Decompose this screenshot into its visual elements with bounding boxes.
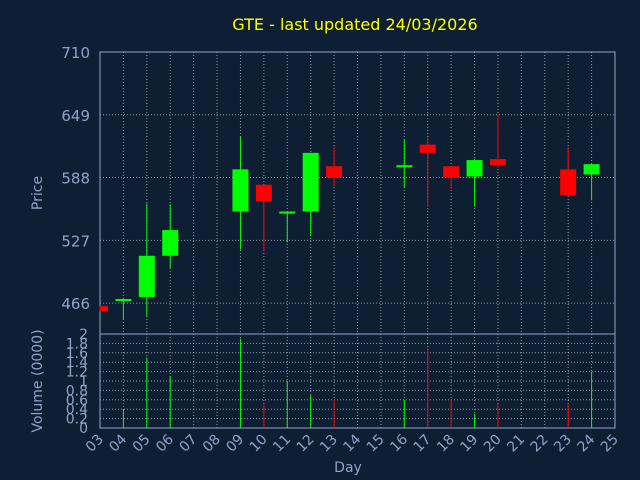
x-tick-label: 25 [598,432,622,456]
volume-tick-label: 0 [79,421,88,437]
volume-tick-label: 1.2 [66,365,88,381]
candle-body [115,299,132,302]
volume-tick-label: 1 [79,374,88,390]
volume-tick-label: 0.4 [66,402,88,418]
x-tick-label: 20 [481,432,505,456]
candle-body [560,169,577,196]
candle-body [396,165,413,168]
panel-frames [99,51,616,429]
x-tick-label: 23 [551,432,575,456]
price-tick-label: 466 [61,295,90,313]
x-tick-label: 13 [317,432,341,456]
x-tick-label: 06 [153,431,177,455]
price-tick-label: 649 [61,107,90,125]
x-tick-label: 10 [247,432,271,456]
volume-axis-title: Volume (0000) [30,329,46,432]
candle-body [466,160,483,177]
price-tick-label: 710 [61,44,90,62]
x-tick-label: 15 [364,432,388,456]
axis-labels: 466 527 588 649 710 00.20.40.60.811.21.41.61.… [61,44,621,455]
volume-bars [122,338,593,428]
volume-tick-label: 0.2 [66,412,88,428]
x-tick-label: 21 [504,432,528,456]
x-tick-label: 04 [106,431,130,455]
x-tick-label: 19 [457,432,481,456]
price-tick-label: 527 [61,232,90,250]
x-axis-title: Day [334,460,362,476]
candle-body [255,184,272,202]
x-tick-label: 18 [434,432,458,456]
x-tick-label: 08 [200,432,224,456]
candle-body [302,152,319,212]
x-tick-label: 16 [387,431,411,455]
candle-body [443,166,460,178]
x-tick-label: 07 [177,432,201,456]
candle-body [232,169,249,212]
x-tick-label: 22 [528,432,552,456]
x-tick-label: 14 [340,431,364,455]
volume-tick-label: 0.6 [66,393,88,409]
x-tick-label: 17 [411,432,435,456]
candle-body [326,166,343,178]
candle-body [138,255,155,297]
x-tick-label: 09 [223,432,247,456]
candle-body [419,144,436,153]
price-tick-label: 588 [61,170,90,188]
volume-panel-frame [99,333,616,429]
volume-tick-label: 1.6 [66,346,88,362]
volume-tick-label: 1.4 [66,355,88,371]
x-tick-label: 05 [130,432,154,456]
chart-title: GTE - last updated 24/03/2026 [232,15,477,34]
price-axis-title: Price [30,176,46,210]
candle-body [279,211,296,214]
x-tick-label: 24 [574,431,598,455]
x-tick-label: 11 [270,432,294,456]
volume-tick-label: 0.8 [66,383,88,399]
x-tick-label: 12 [294,432,318,456]
candle-body [162,230,179,256]
candles [99,113,600,320]
volume-tick-label: 2 [79,327,88,343]
candle-body [489,159,506,166]
volume-tick-label: 1.8 [66,336,88,352]
candle-body [100,306,108,312]
candle-body [583,164,600,175]
